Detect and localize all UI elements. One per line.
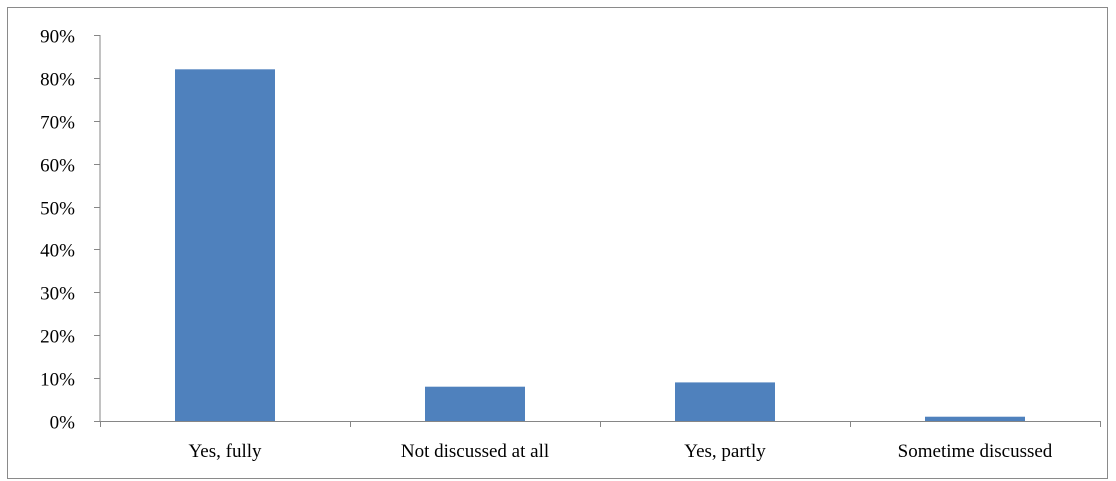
x-category-label: Not discussed at all [401, 441, 549, 462]
y-tick-label: 70% [40, 113, 75, 134]
bar-2 [425, 386, 525, 421]
x-category-label: Sometime discussed [898, 441, 1053, 462]
y-tick-label: 10% [40, 370, 75, 391]
x-category-label: Yes, partly [684, 441, 766, 462]
y-tick-label: 60% [40, 156, 75, 177]
y-tick-label: 80% [40, 70, 75, 91]
x-category-label: Yes, fully [188, 441, 262, 462]
bar-3 [675, 382, 775, 421]
y-axis: 0% 10% 20% 30% 40% 50% 60% 70% 80% 90% [40, 27, 101, 434]
y-tick-label: 40% [40, 241, 75, 262]
bar-4 [925, 416, 1025, 421]
y-tick-label: 30% [40, 284, 75, 305]
bars [175, 69, 1025, 422]
y-tick-label: 20% [40, 327, 75, 348]
y-tick-label: 90% [40, 27, 75, 48]
y-tick-label: 50% [40, 199, 75, 220]
bar-1 [175, 69, 275, 422]
y-tick-label: 0% [50, 413, 76, 434]
x-axis: Yes, fully Not discussed at all Yes, partl… [100, 421, 1101, 462]
